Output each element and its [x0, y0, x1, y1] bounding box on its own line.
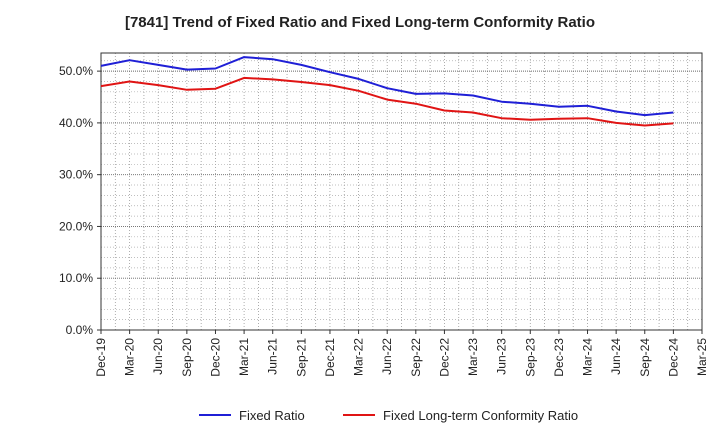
- x-tick-label: Sep-22: [409, 338, 423, 377]
- y-tick-label: 50.0%: [59, 64, 93, 78]
- x-tick-label: Sep-24: [638, 338, 652, 377]
- x-tick-label: Dec-19: [94, 338, 108, 377]
- y-tick-label: 10.0%: [59, 271, 93, 285]
- x-tick-label: Jun-22: [380, 338, 394, 375]
- x-tick-label: Mar-23: [466, 338, 480, 376]
- x-tick-label: Mar-21: [237, 338, 251, 376]
- x-tick-label: Dec-20: [208, 338, 222, 377]
- x-tick-label: Jun-21: [266, 338, 280, 375]
- x-tick-label: Dec-23: [552, 338, 566, 377]
- y-tick-label: 30.0%: [59, 168, 93, 182]
- x-tick-label: Mar-22: [352, 338, 366, 376]
- x-tick-label: Mar-24: [581, 338, 595, 376]
- x-tick-label: Dec-24: [666, 338, 680, 377]
- x-tick-label: Jun-24: [609, 338, 623, 375]
- y-tick-label: 20.0%: [59, 219, 93, 233]
- series-line-2: [100, 76, 674, 127]
- x-tick-label: Sep-23: [523, 338, 537, 377]
- x-tick-label: Mar-25: [695, 338, 709, 376]
- x-tick-label: Dec-22: [437, 338, 451, 377]
- x-tick-label: Sep-20: [180, 338, 194, 377]
- series-line-1: [100, 56, 674, 117]
- x-tick-label: Jun-20: [151, 338, 165, 375]
- x-tick-label: Dec-21: [323, 338, 337, 377]
- y-tick-label: 40.0%: [59, 116, 93, 130]
- legend-label-2: Fixed Long-term Conformity Ratio: [383, 408, 578, 423]
- legend-label-1: Fixed Ratio: [239, 408, 305, 423]
- chart-title: [7841] Trend of Fixed Ratio and Fixed Lo…: [124, 14, 596, 31]
- x-tick-label: Sep-21: [294, 338, 308, 377]
- x-tick-label: Jun-23: [495, 338, 509, 375]
- x-tick-label: Mar-20: [123, 338, 137, 376]
- plot-frame: [100, 52, 703, 331]
- y-tick-label: 0.0%: [66, 323, 94, 337]
